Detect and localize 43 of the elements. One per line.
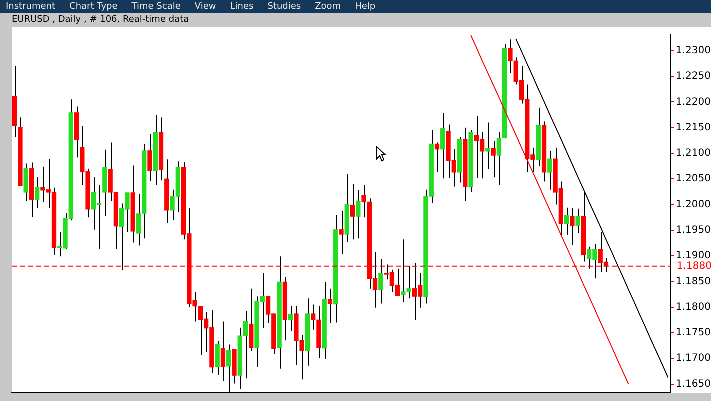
candlestick bbox=[288, 306, 294, 332]
y-tick-label: 1.2300 bbox=[676, 45, 711, 56]
y-tick-label: 1.2000 bbox=[676, 199, 711, 210]
y-tick-label: 1.2050 bbox=[676, 174, 711, 185]
candlestick bbox=[491, 140, 496, 178]
candlestick bbox=[356, 190, 361, 240]
text: Help bbox=[355, 2, 376, 12]
candlestick bbox=[378, 258, 384, 304]
y-tick-label: 1.1900 bbox=[676, 250, 711, 262]
candlestick bbox=[328, 288, 333, 324]
candlestick bbox=[35, 176, 40, 209]
text: Chart Type bbox=[70, 2, 118, 12]
y-tick-label: 1.1800 bbox=[676, 302, 711, 313]
y-tick-label: 1.1650 bbox=[676, 378, 711, 390]
candlestick bbox=[350, 184, 356, 240]
text: Studies bbox=[268, 2, 302, 12]
y-tick-label: 1.1850 bbox=[676, 276, 711, 288]
y-tick-label: 1.2100 bbox=[676, 148, 711, 160]
candlestick bbox=[496, 132, 502, 186]
candlestick bbox=[570, 208, 575, 246]
text: Time Scale bbox=[132, 2, 181, 12]
text: Instrument bbox=[6, 2, 56, 12]
text: View bbox=[194, 2, 216, 12]
y-tick-label: 1.2200 bbox=[676, 96, 711, 108]
candlestick bbox=[548, 150, 552, 190]
y-tick-label: 1.2150 bbox=[676, 122, 711, 134]
candlestick bbox=[148, 134, 152, 182]
candlestick bbox=[339, 210, 344, 255]
y-tick-label: 1.2250 bbox=[676, 71, 711, 82]
y-tick-label: 1.1700 bbox=[676, 353, 711, 364]
candlestick bbox=[576, 208, 580, 234]
candlestick bbox=[486, 122, 490, 170]
y-tick-label: 1.1750 bbox=[676, 328, 711, 339]
text: Zoom bbox=[315, 2, 342, 12]
text: Lines bbox=[230, 2, 254, 12]
y-tick-label: 1.1950 bbox=[676, 225, 711, 236]
ref-line-label: 1.1880 bbox=[677, 260, 711, 272]
candlestick bbox=[564, 207, 570, 236]
candlestick bbox=[220, 321, 226, 382]
chart-title: EURUSD , Daily , # 106, Real-time data bbox=[12, 15, 190, 25]
candlestick bbox=[440, 112, 446, 180]
candlestick bbox=[215, 340, 220, 376]
candlestick bbox=[434, 142, 440, 172]
